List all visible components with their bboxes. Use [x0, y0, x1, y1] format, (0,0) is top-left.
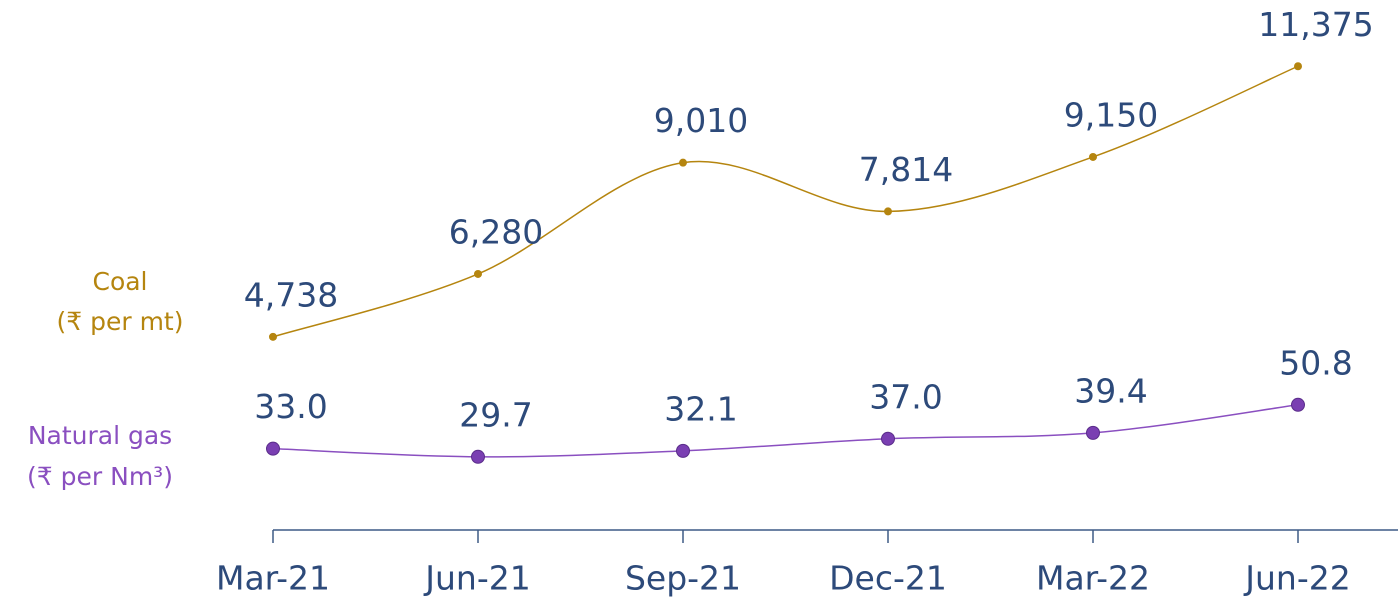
marker — [1086, 425, 1100, 440]
marker — [884, 207, 892, 216]
x-tick-label: Mar-22 — [1036, 559, 1150, 598]
series-name: Natural gas — [28, 421, 172, 450]
x-tick-label: Mar-21 — [216, 559, 330, 598]
marker — [471, 449, 485, 464]
data-label: 50.8 — [1279, 343, 1352, 382]
marker — [266, 441, 280, 456]
data-label: 9,010 — [654, 101, 748, 140]
marker — [1089, 152, 1097, 161]
series-unit: (₹ per mt) — [57, 307, 184, 336]
marker — [679, 158, 687, 167]
series-unit: (₹ per Nm³) — [27, 462, 173, 491]
marker — [881, 431, 895, 446]
marker — [676, 443, 690, 458]
marker — [1294, 62, 1302, 71]
data-label: 37.0 — [869, 377, 942, 416]
data-label: 29.7 — [459, 395, 532, 434]
data-label: 7,814 — [859, 150, 953, 189]
series-name: Coal — [92, 267, 147, 296]
marker — [269, 332, 277, 341]
data-label: 9,150 — [1064, 95, 1158, 134]
data-label: 4,738 — [244, 275, 338, 314]
x-tick-label: Sep-21 — [625, 559, 741, 598]
x-tick-label: Dec-21 — [829, 559, 947, 598]
series-line — [272, 404, 1299, 458]
data-label: 6,280 — [449, 212, 543, 251]
x-tick-label: Jun-21 — [423, 559, 530, 598]
data-label: 32.1 — [664, 389, 737, 428]
marker — [1291, 397, 1305, 412]
data-label: 39.4 — [1074, 371, 1147, 410]
data-label: 11,375 — [1258, 5, 1373, 44]
x-tick-label: Jun-22 — [1243, 559, 1350, 598]
data-label: 33.0 — [254, 387, 327, 426]
series-line — [272, 65, 1299, 338]
marker — [474, 269, 482, 278]
